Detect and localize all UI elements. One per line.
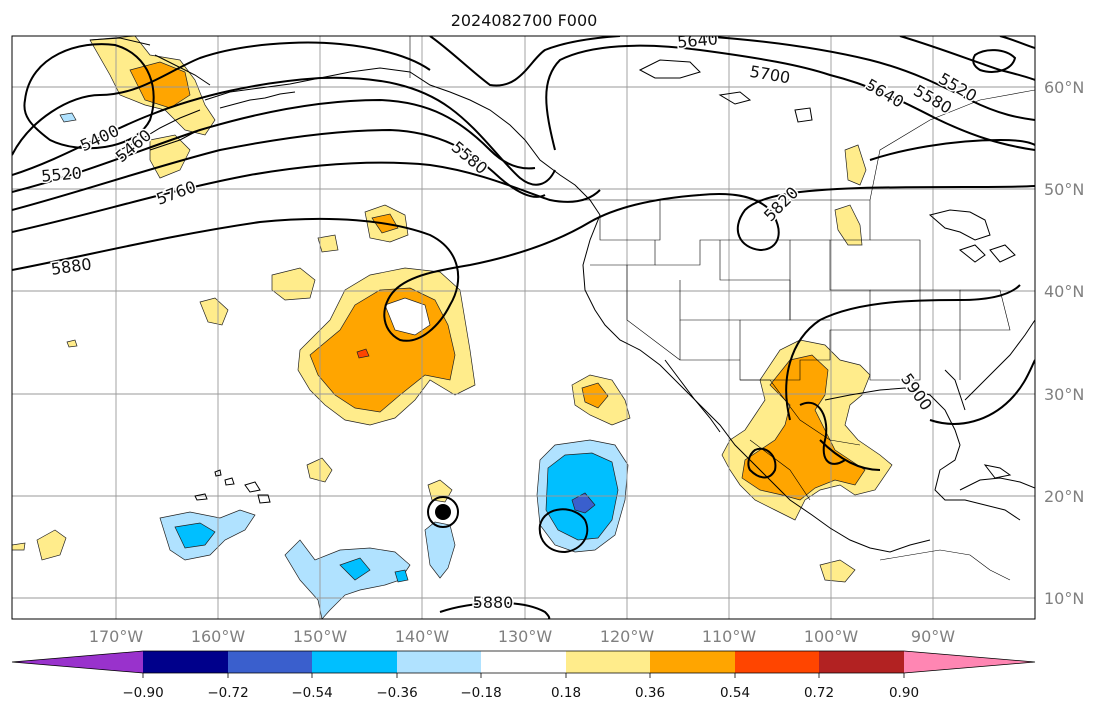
- colorbar-segment: [566, 651, 650, 673]
- lat-label: 60°N: [1044, 78, 1084, 97]
- colorbar-tick-label: −0.18: [460, 685, 501, 701]
- lon-label: 140°W: [395, 627, 450, 646]
- colorbar-tick-label: −0.54: [291, 685, 332, 701]
- map-title: 2024082700 F000: [451, 11, 598, 30]
- contour-label: 5640: [676, 29, 718, 51]
- lon-label: 170°W: [89, 627, 144, 646]
- map-border: [11, 35, 1036, 620]
- colorbar-tick-label: −0.36: [376, 685, 417, 701]
- colorbar-extend-high: [904, 651, 1035, 673]
- colorbar-segment: [819, 651, 904, 673]
- lon-label: 130°W: [498, 627, 553, 646]
- map-panel: 5400 5460 5520 5760 5880 5580 5640 5700 …: [12, 29, 1035, 619]
- lon-label: 150°W: [293, 627, 348, 646]
- colorbar-tick-label: −0.72: [207, 685, 248, 701]
- lat-label: 30°N: [1044, 385, 1084, 404]
- lon-label: 110°W: [702, 627, 757, 646]
- colorbar-segment: [312, 651, 397, 673]
- positive-anomaly-shading: [12, 36, 893, 583]
- negative-anomaly-shading: [59, 112, 629, 619]
- colorbar-tick-label: 0.18: [551, 685, 581, 701]
- colorbar-segment: [143, 651, 228, 673]
- colorbar-tick-label: 0.36: [635, 685, 665, 701]
- colorbar-segment: [735, 651, 819, 673]
- colorbar-segment: [650, 651, 735, 673]
- colorbar-segment: [481, 651, 566, 673]
- colorbar: [11, 650, 1036, 678]
- coastlines: [89, 37, 1035, 553]
- colorbar-tick-label: 0.54: [720, 685, 750, 701]
- lat-label: 20°N: [1044, 487, 1084, 506]
- state-borders: [409, 36, 1035, 581]
- contour-label: 5520: [40, 163, 82, 185]
- colorbar-tick-label: 0.72: [804, 685, 834, 701]
- lat-label: 40°N: [1044, 282, 1084, 301]
- cyclone-marker: [435, 504, 451, 520]
- lon-label: 160°W: [191, 627, 246, 646]
- colorbar-segment: [228, 651, 312, 673]
- colorbar-tick-label: 0.90: [889, 685, 919, 701]
- colorbar-tick-label: −0.90: [122, 685, 163, 701]
- lon-label: 100°W: [804, 627, 859, 646]
- latitude-labels: 60°N 50°N 40°N 30°N 20°N 10°N: [1044, 78, 1084, 608]
- colorbar-segment: [397, 651, 481, 673]
- lat-label: 50°N: [1044, 180, 1084, 199]
- lon-label: 120°W: [600, 627, 655, 646]
- colorbar-tick-labels: −0.90 −0.72 −0.54 −0.36 −0.18 0.18 0.36 …: [122, 685, 919, 701]
- longitude-labels: 170°W 160°W 150°W 140°W 130°W 120°W 110°…: [89, 627, 955, 646]
- lat-label: 10°N: [1044, 589, 1084, 608]
- lon-label: 90°W: [911, 627, 955, 646]
- height-contours: [12, 36, 1035, 619]
- colorbar-extend-low: [12, 651, 143, 673]
- contour-label: 5880: [473, 593, 514, 612]
